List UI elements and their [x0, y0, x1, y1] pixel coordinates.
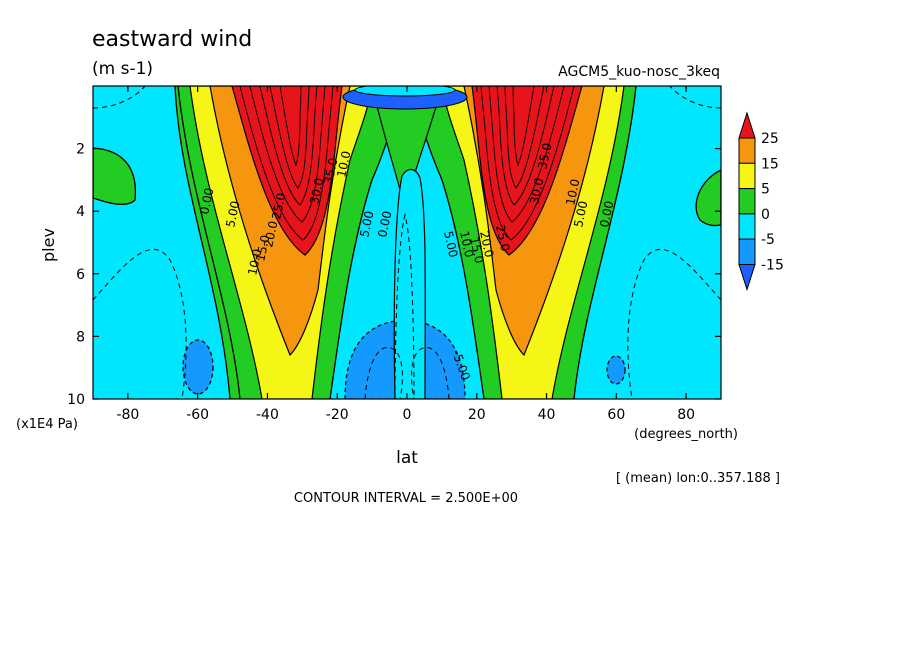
colorbar-label: 0 — [761, 207, 770, 223]
contour-interval-note: CONTOUR INTERVAL = 2.500E+00 — [294, 491, 518, 506]
contour-label: 15.0 — [467, 236, 486, 265]
contour-label: 10.0 — [563, 178, 582, 207]
dataset-label: AGCM5_kuo-nosc_3keq — [558, 64, 720, 80]
y-axis: 2 4 6 8 10 — [67, 142, 721, 408]
contour-label: 30.0 — [527, 177, 546, 206]
colorbar-label: 25 — [761, 131, 779, 147]
contour-label: 35.0 — [321, 157, 340, 186]
colorbar-label: 5 — [761, 182, 770, 198]
colorbar-cell — [738, 111, 756, 139]
colorbar-cell — [738, 162, 756, 190]
contour-label: 0.00 — [197, 187, 216, 216]
contour-label: 5.00 — [357, 210, 376, 239]
x-tick-label: -40 — [256, 407, 279, 423]
contour-label: 35.0 — [535, 142, 554, 171]
x-tick-label: 40 — [538, 407, 556, 423]
chart-title: eastward wind — [92, 27, 252, 52]
contour-label: 20.0 — [261, 220, 280, 249]
westerly-region-1 — [695, 169, 721, 227]
x-tick-label: 0 — [403, 407, 412, 423]
colorbar-cell — [738, 264, 756, 292]
y-tick-label: 8 — [76, 329, 85, 345]
x-axis-units: (degrees_north) — [634, 427, 738, 442]
contour-label: 30.0 — [307, 177, 326, 206]
plot-area: 0.00 5.00 10.0 15.0 20.0 25.0 30.0 35.0 … — [93, 86, 721, 399]
y-tick-label: 2 — [76, 142, 85, 158]
x-axis: -80 -60 -40 -20 0 20 40 60 80 — [116, 86, 695, 423]
wind-contours — [93, 86, 721, 399]
contour-label: 0.00 — [375, 210, 394, 239]
contour-label: 25.0 — [493, 224, 512, 253]
contour-label: 10.0 — [457, 230, 476, 259]
x-axis-label: lat — [396, 448, 418, 468]
x-tick-label: -60 — [186, 407, 209, 423]
x-tick-label: 60 — [607, 407, 625, 423]
contour-label: 20.0 — [477, 230, 496, 259]
colorbar-label: 15 — [761, 156, 779, 172]
contour-labels: 0.00 5.00 10.0 15.0 20.0 25.0 30.0 35.0 … — [197, 142, 616, 383]
contour-label: 5.00 — [441, 230, 460, 259]
x-tick-label: 20 — [468, 407, 486, 423]
colorbar-label: -5 — [761, 232, 775, 248]
chart-units: (m s-1) — [92, 59, 153, 79]
contour-label: 15.0 — [253, 234, 272, 263]
colorbar-cell — [738, 137, 756, 164]
colorbar-cell — [738, 188, 756, 215]
contour-label: 5.00 — [223, 200, 242, 229]
contour-label: 10.0 — [334, 150, 353, 179]
colorbar-cell — [738, 213, 756, 240]
y-tick-label: 6 — [76, 267, 85, 283]
x-tick-label: -80 — [116, 407, 139, 423]
x-tick-label: 80 — [677, 407, 695, 423]
colorbar-label: -15 — [761, 258, 784, 274]
contour-label: 0.00 — [597, 200, 616, 229]
contour-label: 25.0 — [269, 192, 288, 221]
y-tick-label: 10 — [67, 392, 85, 408]
colorbar-cell — [738, 238, 756, 265]
contour-label: 10.0 — [245, 248, 264, 277]
x-tick-label: -20 — [326, 407, 349, 423]
y-axis-units: (x1E4 Pa) — [16, 417, 78, 432]
contour-label: 5.00 — [571, 200, 590, 229]
colorbar: 25 15 5 0 -5 -15 — [738, 111, 784, 292]
averaging-note: [ (mean) lon:0..357.188 ] — [616, 471, 780, 486]
y-axis-label: plev — [39, 228, 58, 262]
y-tick-label: 4 — [76, 204, 85, 220]
